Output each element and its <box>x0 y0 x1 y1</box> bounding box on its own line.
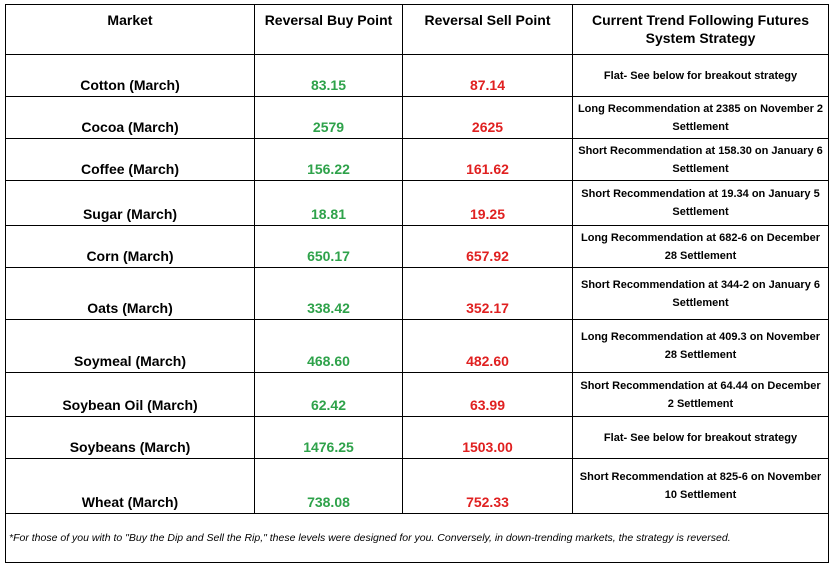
table-row: Cocoa (March) 2579 2625 Long Recommendat… <box>5 96 829 139</box>
table-row: Coffee (March) 156.22 161.62 Short Recom… <box>5 138 829 181</box>
table-row: Soymeal (March) 468.60 482.60 Long Recom… <box>5 319 829 373</box>
sell-point: 161.62 <box>402 138 573 181</box>
sell-point: 1503.00 <box>402 416 573 459</box>
buy-point: 18.81 <box>254 180 403 226</box>
market-name: Wheat (March) <box>5 458 255 514</box>
buy-point: 2579 <box>254 96 403 139</box>
sell-point: 63.99 <box>402 372 573 417</box>
buy-point-header: Reversal Buy Point <box>254 4 403 55</box>
buy-point: 338.42 <box>254 267 403 320</box>
buy-point: 62.42 <box>254 372 403 417</box>
sell-point: 752.33 <box>402 458 573 514</box>
strategy-text: Flat- See below for breakout strategy <box>572 54 829 97</box>
strategy-text: Long Recommendation at 2385 on November … <box>572 96 829 139</box>
sell-point-header: Reversal Sell Point <box>402 4 573 55</box>
strategy-text: Long Recommendation at 409.3 on November… <box>572 319 829 373</box>
market-name: Oats (March) <box>5 267 255 320</box>
market-name: Soymeal (March) <box>5 319 255 373</box>
buy-point: 83.15 <box>254 54 403 97</box>
market-name: Corn (March) <box>5 225 255 268</box>
market-name: Cocoa (March) <box>5 96 255 139</box>
strategy-text: Short Recommendation at 344-2 on January… <box>572 267 829 320</box>
buy-point: 738.08 <box>254 458 403 514</box>
table-row: Oats (March) 338.42 352.17 Short Recomme… <box>5 267 829 320</box>
header-row: Market Reversal Buy Point Reversal Sell … <box>5 4 829 55</box>
sell-point: 87.14 <box>402 54 573 97</box>
market-name: Cotton (March) <box>5 54 255 97</box>
table-row: Soybean Oil (March) 62.42 63.99 Short Re… <box>5 372 829 417</box>
buy-point: 1476.25 <box>254 416 403 459</box>
table-row: Sugar (March) 18.81 19.25 Short Recommen… <box>5 180 829 226</box>
reversal-points-table: Market Reversal Buy Point Reversal Sell … <box>5 4 829 563</box>
sell-point: 657.92 <box>402 225 573 268</box>
market-name: Soybean Oil (March) <box>5 372 255 417</box>
strategy-text: Flat- See below for breakout strategy <box>572 416 829 459</box>
table-row: Corn (March) 650.17 657.92 Long Recommen… <box>5 225 829 268</box>
strategy-text: Short Recommendation at 64.44 on Decembe… <box>572 372 829 417</box>
sell-point: 352.17 <box>402 267 573 320</box>
buy-point: 650.17 <box>254 225 403 268</box>
footnote-row: *For those of you with to "Buy the Dip a… <box>5 513 829 563</box>
strategy-text: Short Recommendation at 158.30 on Januar… <box>572 138 829 181</box>
market-header: Market <box>5 4 255 55</box>
strategy-text: Long Recommendation at 682-6 on December… <box>572 225 829 268</box>
strategy-header: Current Trend Following Futures System S… <box>572 4 829 55</box>
market-name: Coffee (March) <box>5 138 255 181</box>
table-row: Soybeans (March) 1476.25 1503.00 Flat- S… <box>5 416 829 459</box>
table-row: Wheat (March) 738.08 752.33 Short Recomm… <box>5 458 829 514</box>
sell-point: 2625 <box>402 96 573 139</box>
footnote: *For those of you with to "Buy the Dip a… <box>5 513 829 563</box>
strategy-text: Short Recommendation at 825-6 on Novembe… <box>572 458 829 514</box>
table-row: Cotton (March) 83.15 87.14 Flat- See bel… <box>5 54 829 97</box>
sell-point: 19.25 <box>402 180 573 226</box>
sell-point: 482.60 <box>402 319 573 373</box>
market-name: Soybeans (March) <box>5 416 255 459</box>
strategy-text: Short Recommendation at 19.34 on January… <box>572 180 829 226</box>
buy-point: 156.22 <box>254 138 403 181</box>
buy-point: 468.60 <box>254 319 403 373</box>
market-name: Sugar (March) <box>5 180 255 226</box>
